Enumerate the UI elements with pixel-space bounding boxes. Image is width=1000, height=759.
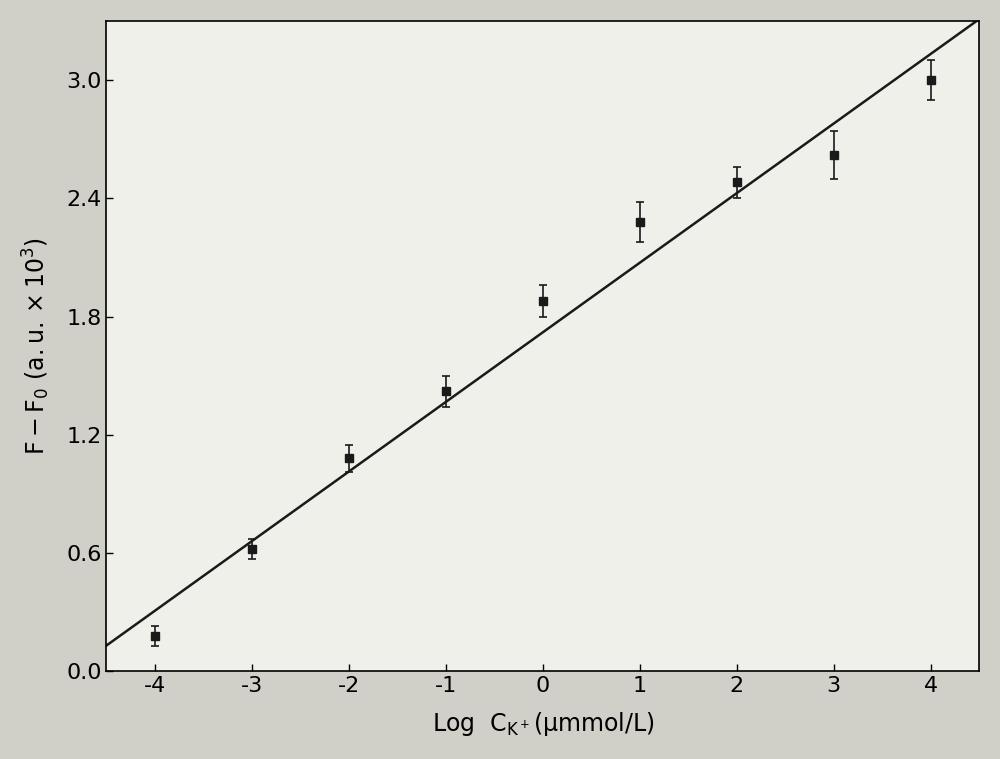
X-axis label: $\mathrm{Log\ \ C_{K^+}(\mu mmol/L)}$: $\mathrm{Log\ \ C_{K^+}(\mu mmol/L)}$ bbox=[432, 710, 654, 739]
Y-axis label: $\mathrm{F-F_0\ (a.u.\times 10^3)}$: $\mathrm{F-F_0\ (a.u.\times 10^3)}$ bbox=[21, 238, 52, 455]
